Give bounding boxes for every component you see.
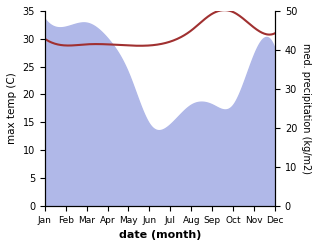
Y-axis label: med. precipitation (kg/m2): med. precipitation (kg/m2) (301, 43, 311, 174)
X-axis label: date (month): date (month) (119, 230, 201, 240)
Y-axis label: max temp (C): max temp (C) (7, 72, 17, 144)
